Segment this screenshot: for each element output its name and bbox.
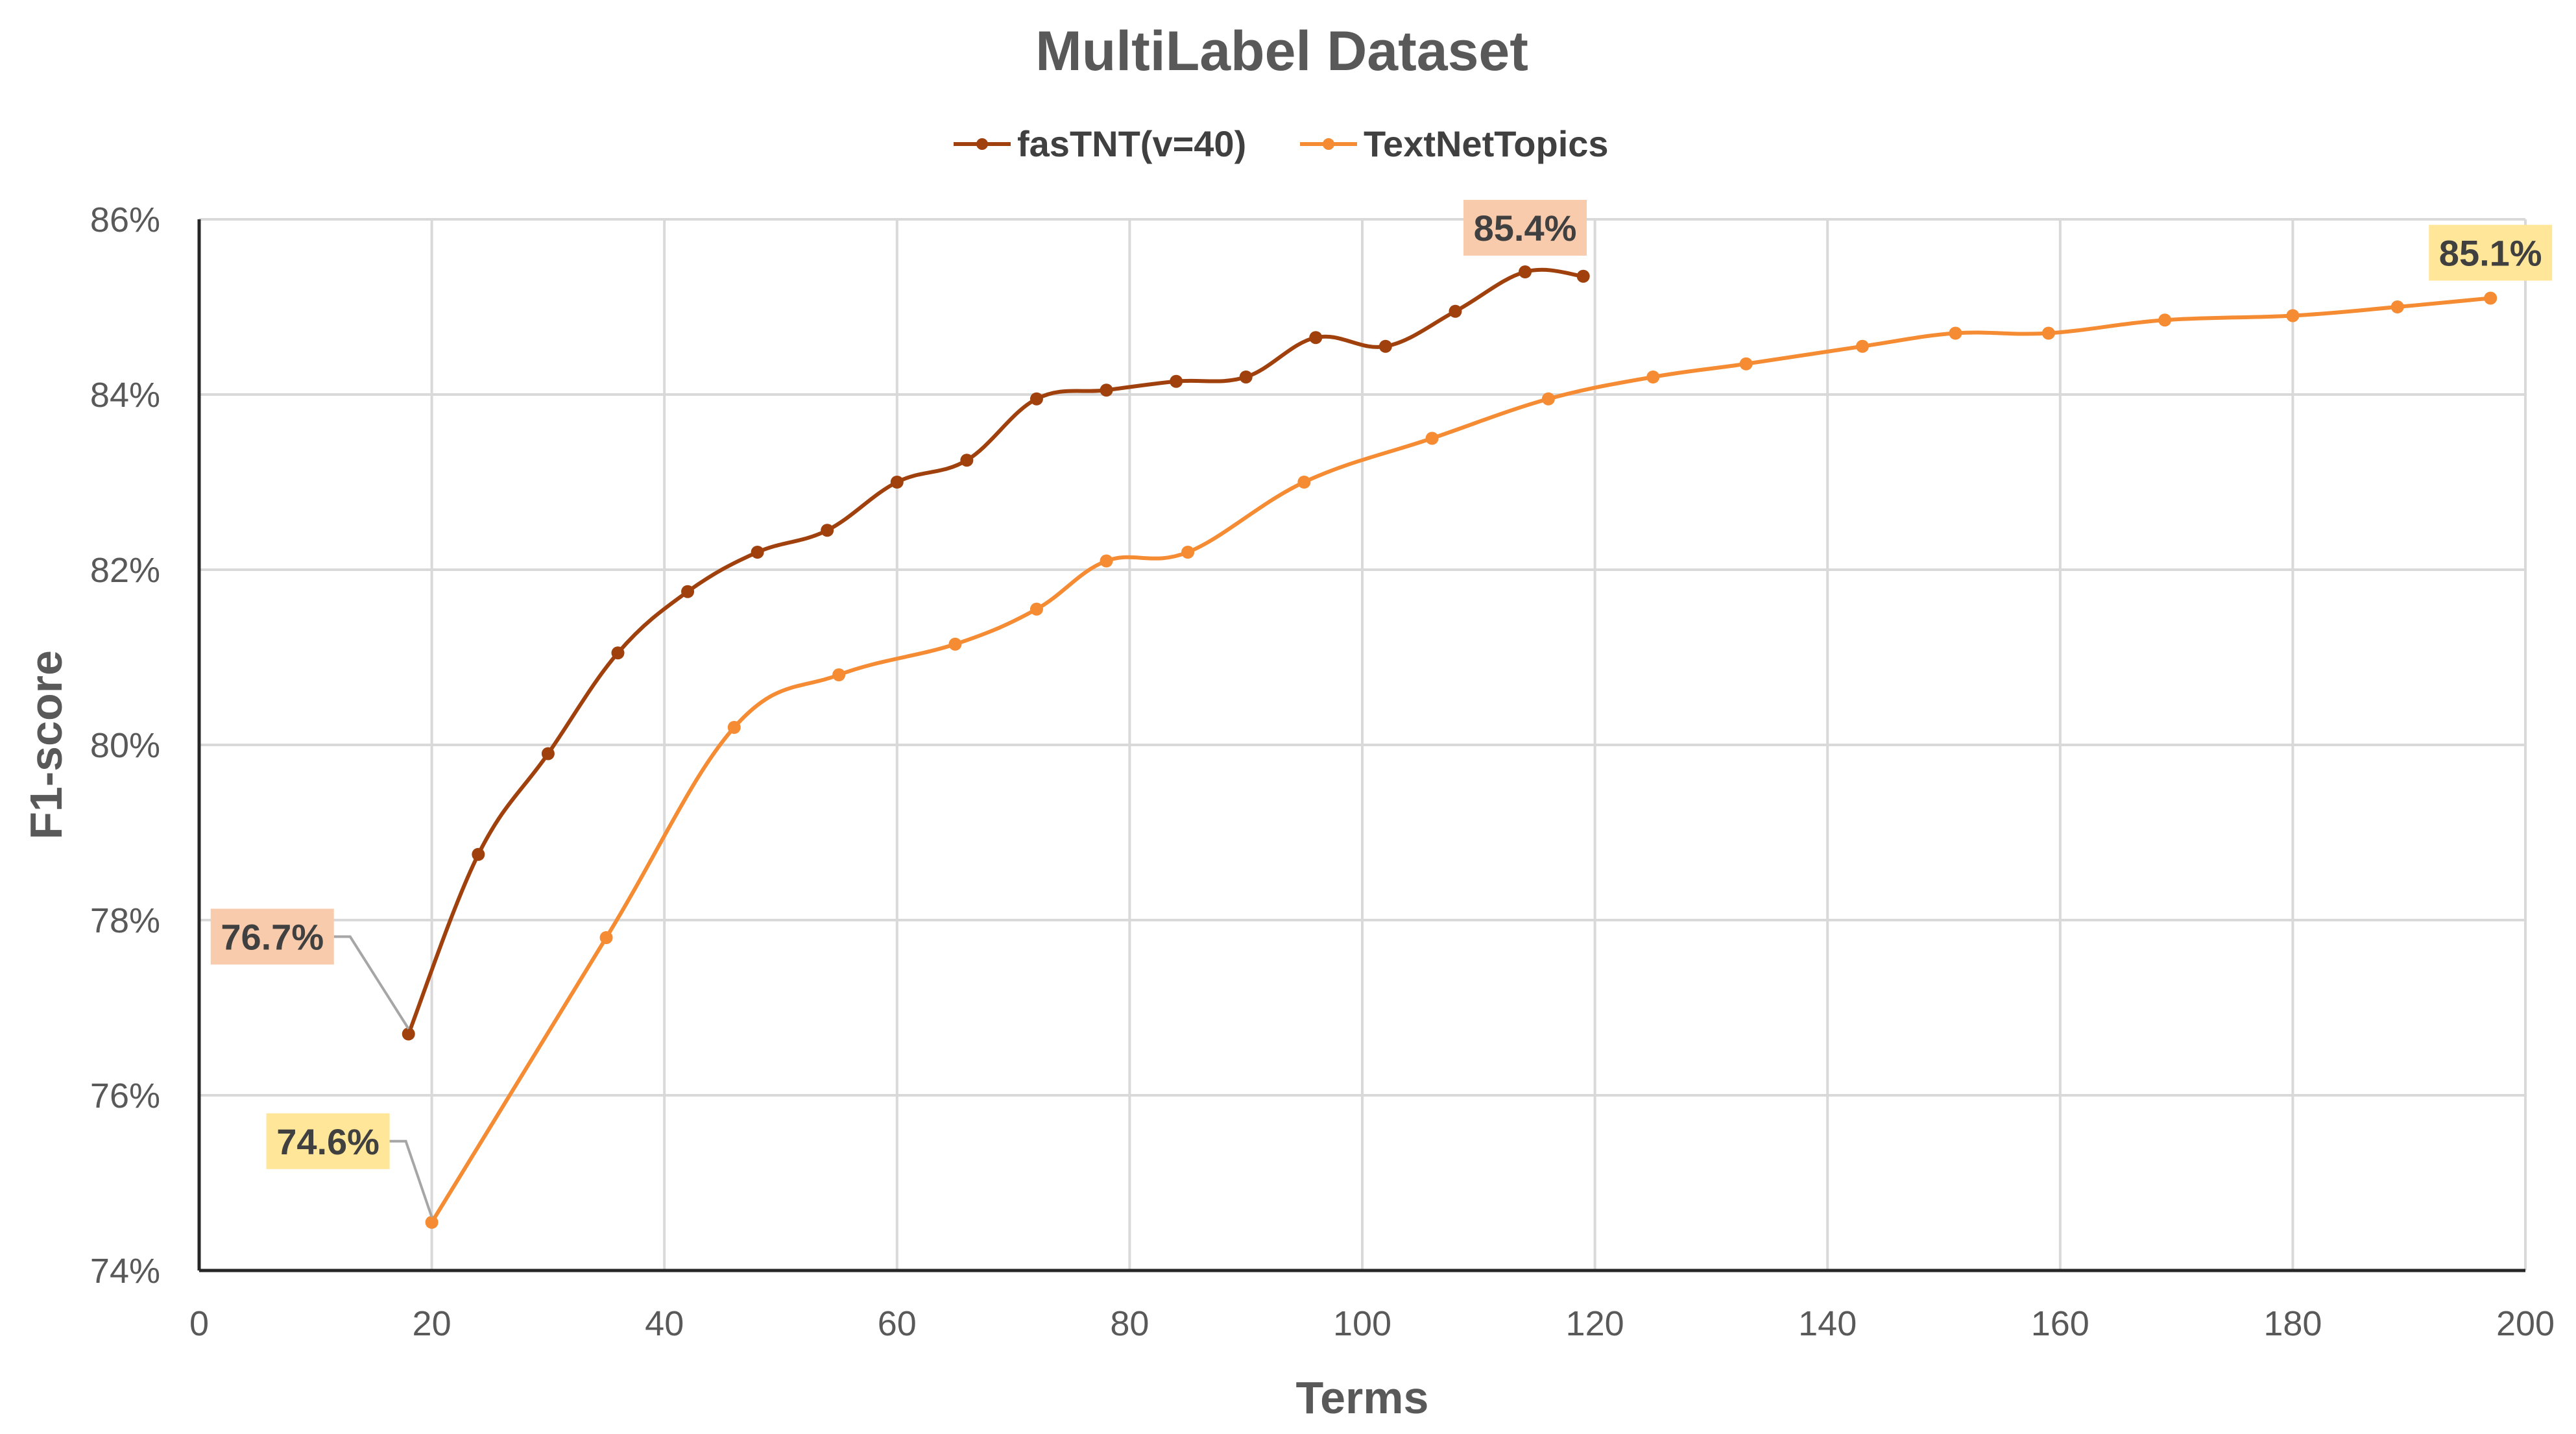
data-point [1646,371,1660,383]
data-point [960,454,974,467]
callout-box [210,908,334,965]
y-tick-label: 82% [90,551,160,590]
data-label-callout: 74.6% [266,1113,433,1218]
data-label-callout: 85.1% [2429,225,2553,281]
x-tick-label: 140 [1798,1304,1857,1343]
data-point [1029,602,1043,616]
data-label: 74.6% [276,1121,379,1162]
data-point [681,585,695,598]
data-point [472,847,485,861]
x-tick-label: 20 [413,1304,451,1343]
data-point [1170,374,1183,388]
series [402,265,2498,1229]
legend-marker-fastnt [976,138,988,150]
data-point [1309,331,1323,345]
data-point [1541,392,1555,406]
axes [197,219,2525,1272]
x-tick-label: 100 [1333,1304,1391,1343]
y-tick-label: 84% [90,376,160,415]
x-tick-label: 0 [189,1304,209,1343]
data-point [1239,371,1253,383]
series-1 [425,291,2498,1229]
gridlines [199,218,2527,1270]
legend: fasTNT(v=40) TextNetTopics [954,123,1609,164]
data-label: 85.4% [1474,208,1577,249]
x-axis-title: Terms [1296,1372,1429,1423]
x-tick-label: 40 [645,1304,684,1343]
data-label-callout: 85.4% [1463,200,1587,256]
data-point [2041,326,2055,340]
x-tick-label: 60 [878,1304,917,1343]
data-point [1100,554,1113,568]
data-point [1378,339,1392,353]
data-point [1029,392,1043,406]
callouts: 76.7% 85.4% 74.6% 85.1% [210,200,2553,1218]
y-tick-label: 80% [90,726,160,765]
x-tick-label: 120 [1566,1304,1624,1343]
y-tick-label: 74% [90,1252,160,1291]
data-label: 76.7% [221,917,324,958]
data-point [541,747,555,760]
data-point [1449,304,1462,318]
y-tick-label: 76% [90,1076,160,1115]
legend-label-textnettopics: TextNetTopics [1364,123,1609,164]
data-point [2158,313,2172,327]
tick-labels: 74% 76% 78% 80% 82% 84% 86% 0 20 40 60 80 100 120 140 1… [90,201,2555,1343]
x-tick-label: 160 [2031,1304,2089,1343]
data-point [751,546,764,559]
series-0 [402,265,1590,1041]
y-tick-label: 86% [90,201,160,239]
data-point [832,668,846,681]
legend-item-textnettopics: TextNetTopics [1300,123,1609,164]
legend-item-fastnt: fasTNT(v=40) [954,123,1246,164]
callout-leader [333,935,410,1030]
legend-marker-textnettopics [1323,138,1334,150]
callout-box [1463,200,1587,256]
data-point [2484,291,2498,305]
data-point [1181,546,1195,559]
data-point [425,1215,439,1229]
data-point [727,721,741,734]
data-point [821,524,834,537]
data-point [1297,476,1311,489]
data-point [890,476,904,489]
x-tick-label: 200 [2496,1304,2555,1343]
data-point [2390,300,2404,313]
data-point [1519,265,1532,278]
y-tick-label: 78% [90,901,160,940]
data-point [1425,431,1439,445]
data-point [1855,339,1869,353]
data-point [1739,357,1753,371]
data-point [1949,326,1962,340]
x-tick-label: 180 [2263,1304,2322,1343]
y-axis-title: F1-score [21,650,71,840]
data-point [599,931,613,944]
callout-box [266,1113,390,1169]
data-point [402,1027,415,1041]
data-point [611,646,625,660]
data-point [948,637,962,651]
legend-label-fastnt: fasTNT(v=40) [1017,123,1246,164]
data-label: 85.1% [2439,233,2542,274]
data-point [1576,269,1590,283]
chart-title: MultiLabel Dataset [1035,20,1528,82]
callout-box [2429,225,2553,281]
callout-leader [389,1139,433,1218]
data-point [1100,383,1113,397]
data-point [2286,309,2300,322]
x-tick-label: 80 [1110,1304,1149,1343]
data-label-callout: 76.7% [210,908,410,1030]
